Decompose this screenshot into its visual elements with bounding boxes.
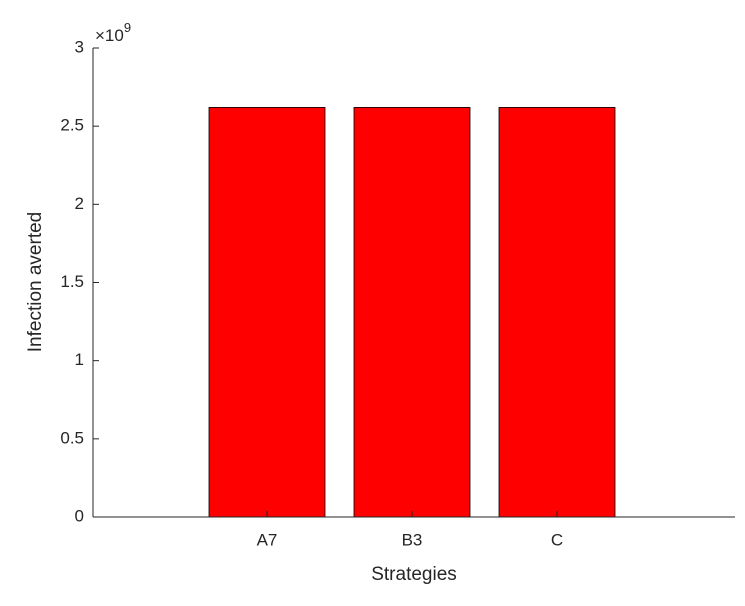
exponent-power: 9	[124, 20, 131, 35]
y-tick-label: 2.5	[60, 116, 84, 135]
exponent-base: ×10	[95, 26, 124, 45]
x-tick-label: B3	[402, 530, 423, 549]
bar	[498, 107, 616, 518]
axis-exponent: ×109	[95, 20, 131, 45]
y-tick-label: 1.5	[60, 272, 84, 291]
y-tick-label: 1	[75, 350, 84, 369]
y-axis-label: Infection averted	[25, 212, 46, 352]
y-tick-label: 3	[75, 37, 84, 56]
y-tick-label: 2	[75, 194, 84, 213]
bar	[353, 107, 471, 518]
y-tick-label: 0	[75, 506, 84, 525]
bar	[208, 107, 326, 518]
y-tick-label: 0.5	[60, 428, 84, 447]
x-axis-label: Strategies	[371, 564, 457, 585]
x-tick-label: C	[551, 530, 563, 549]
x-tick-label: A7	[257, 530, 278, 549]
